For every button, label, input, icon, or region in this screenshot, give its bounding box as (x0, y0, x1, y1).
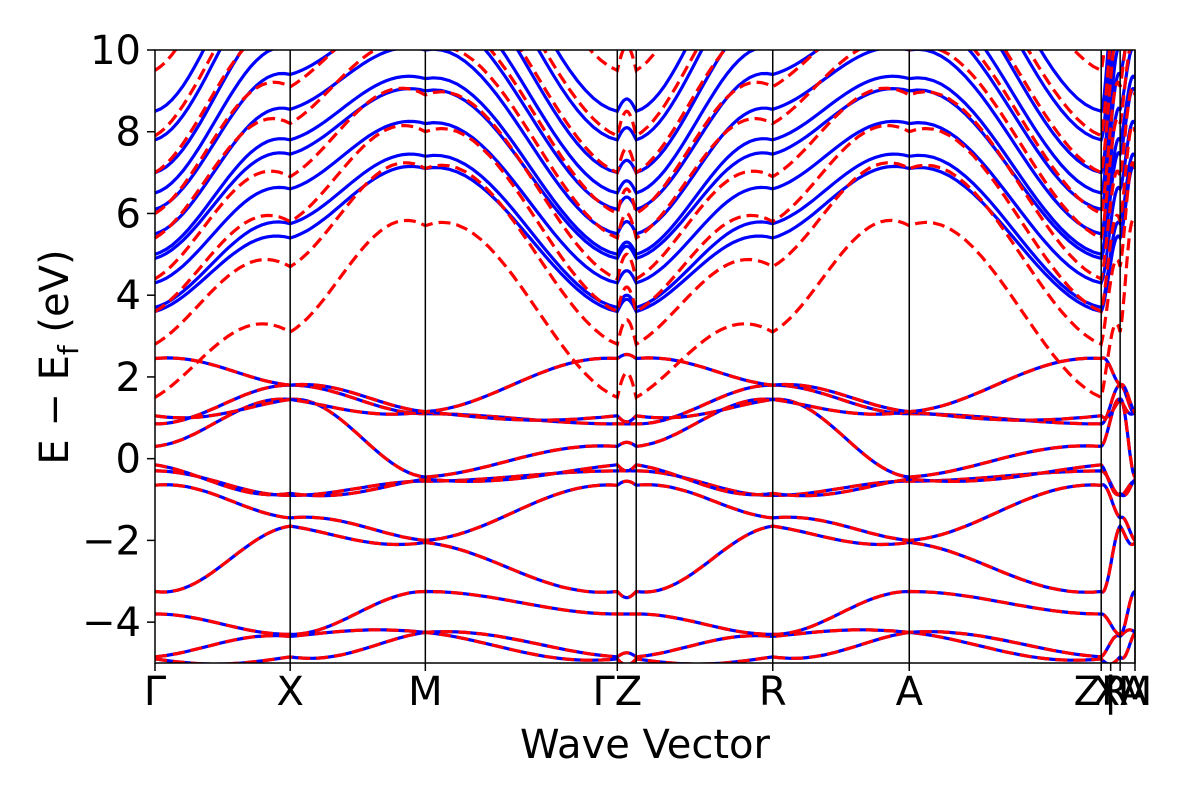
band-blue (155, 589, 1135, 637)
y-axis-title-unit: (eV) (32, 249, 78, 345)
y-tick-label: −4 (82, 600, 141, 646)
band-red (155, 469, 1135, 497)
x-tick-label: A (896, 669, 924, 715)
band-red (155, 50, 1135, 241)
band-red (155, 523, 1135, 600)
kpoint-lines (289, 50, 1136, 663)
x-axis: Γ X M ΓZ R A ZR|XAM (144, 663, 1152, 715)
band-red (155, 50, 1116, 176)
band-blue (155, 50, 1127, 212)
y-axis-title-main: E − E (32, 355, 78, 465)
y-tick-label: 8 (116, 110, 141, 156)
y-axis-title-sub: f (52, 344, 85, 355)
band-blue (155, 119, 1135, 285)
band-red (155, 123, 1135, 315)
bands-group (155, 50, 1135, 663)
x-axis-title: Wave Vector (520, 722, 771, 768)
y-axis-title: E − Ef (eV) (32, 249, 85, 464)
x-tick-label: | (1104, 669, 1117, 715)
band-red (155, 50, 1127, 217)
band-red (155, 630, 1135, 663)
y-axis: −4 −2 0 2 4 6 8 10 (82, 28, 155, 646)
plot-frame (154, 49, 1136, 664)
x-tick-label: M (408, 669, 443, 715)
band-blue (155, 74, 1135, 257)
band-red (155, 628, 1135, 659)
y-tick-label: 2 (116, 355, 141, 401)
x-tick-label: Γ (144, 669, 167, 715)
band-red (155, 397, 1135, 479)
band-red (155, 383, 1135, 426)
y-tick-label: −2 (82, 518, 141, 564)
band-blue (155, 50, 1115, 175)
band-red (155, 396, 1135, 424)
band-blue (155, 152, 1135, 310)
y-tick-label: 6 (116, 191, 141, 237)
x-tick-label: X (276, 669, 303, 715)
band-red (155, 589, 1135, 637)
x-tick-label: R (759, 669, 787, 715)
x-tick-label: ZR (1074, 669, 1129, 715)
x-tick-label: ΓZ (592, 669, 642, 715)
band-red (155, 352, 1135, 414)
y-tick-label: 4 (116, 273, 141, 319)
band-blue (155, 479, 1135, 543)
band-red (155, 86, 1135, 282)
y-tick-label: 0 (116, 437, 141, 483)
band-red (155, 50, 1106, 74)
band-blue (155, 50, 1122, 196)
x-tick-label: XA (1093, 669, 1148, 715)
band-red (155, 463, 1135, 498)
band-blue (155, 523, 1135, 600)
band-red (155, 218, 1135, 400)
y-tick-label: 10 (90, 28, 141, 74)
x-tick-label: M (1118, 669, 1153, 715)
band-red (155, 479, 1135, 543)
